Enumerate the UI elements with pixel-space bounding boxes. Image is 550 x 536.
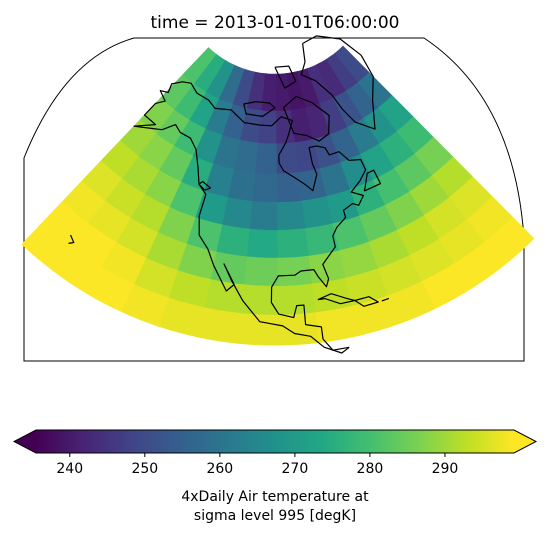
colorbar-gradient <box>36 430 514 453</box>
colorbar: 240 250 260 270 280 290 4xDaily Air temperatu… <box>12 429 538 524</box>
data-cell <box>277 200 306 231</box>
coastline <box>133 81 367 351</box>
colorbar-tick-label: 270 <box>282 461 309 477</box>
colorbar-ticks: 240 250 260 270 280 290 <box>56 453 458 477</box>
colorbar-tick-label: 290 <box>432 461 459 477</box>
data-cell <box>278 283 317 316</box>
map-panel <box>21 35 535 362</box>
colorbar-label-line1: 4xDaily Air temperature at <box>181 489 369 505</box>
coastline <box>243 101 276 117</box>
data-cell <box>204 279 245 314</box>
data-cell <box>249 201 279 231</box>
data-cell <box>484 216 535 266</box>
colorbar-outline <box>12 429 538 454</box>
data-cell <box>210 251 248 286</box>
data-cell <box>276 172 303 203</box>
data-cell <box>244 256 279 287</box>
coastline <box>133 124 350 354</box>
data-cells <box>21 45 535 346</box>
colorbar-tick-label: 240 <box>56 461 83 477</box>
data-cell <box>258 110 278 145</box>
data-cell <box>252 172 278 203</box>
colorbar-tick-label: 250 <box>131 461 158 477</box>
colorbar-extend-high <box>514 430 536 453</box>
data-cell <box>216 224 251 258</box>
coastline <box>283 95 330 142</box>
coastline <box>198 180 212 191</box>
data-cell <box>278 312 320 346</box>
coastline <box>354 296 379 307</box>
colorbar-tick-label: 280 <box>357 461 384 477</box>
data-cell <box>277 255 313 287</box>
data-cell <box>246 228 279 259</box>
coastline <box>274 65 297 89</box>
data-cell <box>241 284 280 316</box>
colorbar-extend-low <box>14 430 36 453</box>
colorbar-tick-label: 260 <box>206 461 233 477</box>
data-cell <box>198 307 242 344</box>
map-boundary <box>23 37 525 362</box>
coastline <box>300 35 376 130</box>
chart-title: time = 2013-01-01T06:00:00 <box>151 13 400 33</box>
data-cell <box>277 228 310 259</box>
coastline <box>381 297 390 302</box>
colorbar-label-line2: sigma level 995 [degK] <box>194 508 356 524</box>
data-cell <box>238 313 280 346</box>
coastlines <box>68 35 390 354</box>
data-cell <box>222 197 254 230</box>
coastline <box>68 234 75 244</box>
data-cell <box>255 142 278 175</box>
coastline <box>363 169 382 192</box>
